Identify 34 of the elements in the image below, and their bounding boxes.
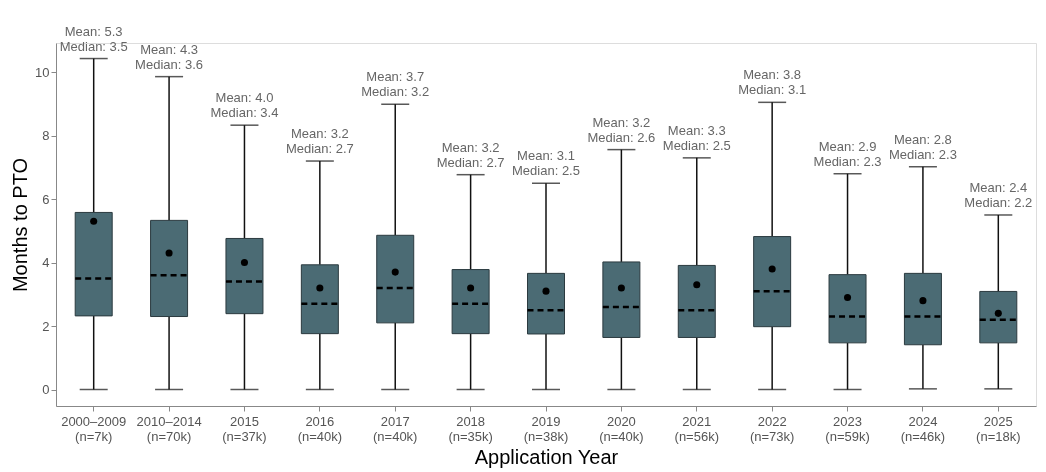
annotation: Mean: 4.3 Median: 3.6 bbox=[135, 41, 204, 72]
annotation: Mean: 3.3 Median: 2.5 bbox=[662, 122, 731, 153]
annotation: Mean: 4.0 Median: 3.4 bbox=[210, 90, 279, 121]
y-tick-label: 2 bbox=[42, 318, 50, 334]
x-tick-label: 2015 (n=37k) bbox=[222, 413, 267, 444]
x-tick-label: 2016 (n=40k) bbox=[297, 413, 343, 444]
y-tick-label: 6 bbox=[42, 191, 50, 207]
annotation: Mean: 2.9 Median: 2.3 bbox=[813, 138, 882, 169]
y-tick-label: 8 bbox=[42, 128, 50, 144]
x-tick-label: 2020 (n=40k) bbox=[599, 413, 644, 444]
x-tick-label: 2024 (n=46k) bbox=[900, 413, 946, 444]
x-tick-label: 2025 (n=18k) bbox=[976, 413, 1021, 444]
annotation: Mean: 3.7 Median: 3.2 bbox=[361, 69, 430, 100]
annotation: Mean: 3.2 Median: 2.6 bbox=[587, 114, 656, 145]
annotation: Mean: 3.8 Median: 3.1 bbox=[738, 67, 807, 98]
y-axis-title: Months to PTO bbox=[9, 157, 32, 293]
annotation: Mean: 2.4 Median: 2.2 bbox=[964, 179, 1033, 210]
x-tick-label: 2022 (n=73k) bbox=[749, 413, 795, 444]
x-axis-title: Application Year bbox=[474, 445, 619, 468]
x-tick-label: 2021 (n=56k) bbox=[674, 413, 719, 444]
x-tick-label: 2000–2009 (n=7k) bbox=[61, 413, 127, 444]
x-tick-label: 2023 (n=59k) bbox=[825, 413, 870, 444]
annotation: Mean: 2.8 Median: 2.3 bbox=[888, 131, 957, 162]
x-tick-label: 2018 (n=35k) bbox=[448, 413, 493, 444]
x-tick-label: 2010–2014 (n=70k) bbox=[136, 413, 202, 444]
y-tick-label: 10 bbox=[35, 64, 50, 80]
annotation: Mean: 3.2 Median: 2.7 bbox=[436, 139, 505, 170]
x-tick-label: 2017 (n=40k) bbox=[373, 413, 418, 444]
x-tick-label: 2019 (n=38k) bbox=[523, 413, 569, 444]
annotation: Mean: 5.3 Median: 3.5 bbox=[59, 23, 128, 54]
annotation: Mean: 3.2 Median: 2.7 bbox=[285, 126, 354, 157]
y-tick-label: 4 bbox=[42, 255, 50, 271]
y-tick-label: 0 bbox=[42, 382, 50, 397]
annotation: Mean: 3.1 Median: 2.5 bbox=[512, 148, 580, 179]
